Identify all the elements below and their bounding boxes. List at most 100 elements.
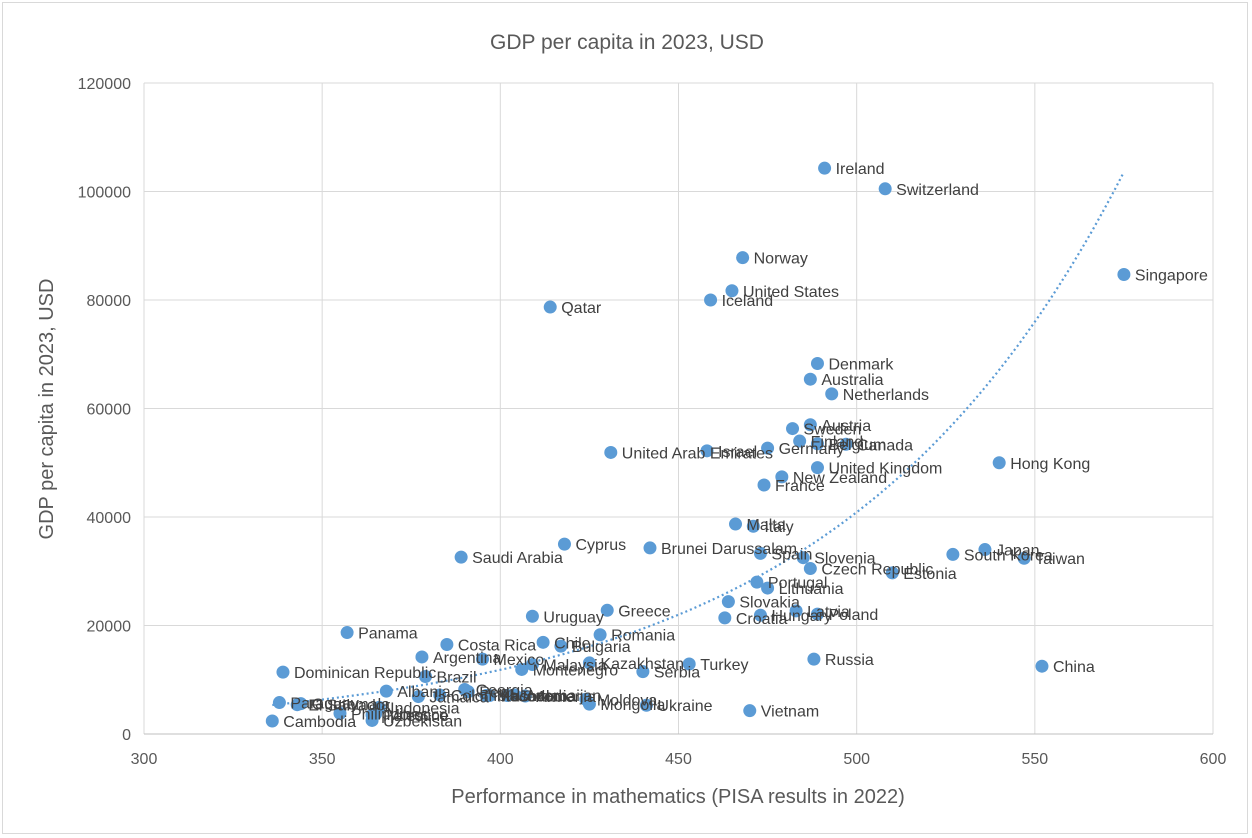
x-tick-label: 450	[665, 751, 692, 768]
data-point	[682, 657, 696, 671]
point-label: Cambodia	[283, 714, 356, 731]
data-points	[265, 161, 1131, 728]
data-point	[554, 639, 568, 653]
point-label: Canada	[857, 437, 913, 454]
point-label: Moldova	[597, 692, 658, 709]
point-label: South Korea	[964, 547, 1053, 564]
data-point	[704, 293, 718, 307]
point-label: Brunei Darussalam	[661, 541, 797, 558]
y-axis-label: GDP per capita in 2023, USD	[36, 279, 58, 540]
point-label: Singapore	[1135, 268, 1208, 285]
point-label: Lithuania	[779, 581, 844, 598]
point-label: United States	[743, 284, 839, 301]
data-point	[265, 714, 279, 728]
point-label: Cyprus	[575, 537, 626, 554]
point-label: Albania	[397, 684, 450, 701]
gridlines	[143, 82, 1214, 735]
point-label: Argentina	[433, 650, 502, 667]
point-label: Italy	[764, 519, 793, 536]
y-tick-label: 120000	[78, 76, 131, 93]
data-point	[525, 609, 539, 623]
data-point	[440, 637, 454, 651]
point-label: Belgium	[828, 437, 886, 454]
data-point	[365, 713, 379, 727]
point-label: Iceland	[722, 293, 774, 310]
data-point	[543, 300, 557, 314]
point-label: Hong Kong	[1010, 456, 1090, 473]
data-point	[725, 284, 739, 298]
point-label: Greece	[618, 603, 671, 620]
point-label: Dominican Republic	[294, 665, 436, 682]
data-point	[810, 356, 824, 370]
data-point	[476, 652, 490, 666]
point-label: Philippines	[351, 706, 428, 723]
point-label: El Salvador	[308, 698, 390, 715]
data-point	[743, 704, 757, 718]
point-label: Brazil	[437, 669, 477, 686]
data-point	[789, 604, 803, 618]
data-point	[272, 696, 286, 710]
data-point	[757, 478, 771, 492]
data-point	[458, 683, 472, 697]
point-label: Malta	[747, 517, 786, 534]
data-point	[276, 665, 290, 679]
point-label: Bulgaria	[572, 639, 631, 656]
data-point	[1017, 551, 1031, 565]
data-point	[721, 595, 735, 609]
data-point	[333, 706, 347, 720]
point-label: Georgia	[476, 683, 533, 700]
data-point	[582, 697, 596, 711]
point-label: Slovenia	[814, 551, 875, 568]
data-point	[885, 566, 899, 580]
point-label: Poland	[828, 607, 878, 624]
point-label: Vietnam	[761, 704, 819, 721]
point-label: Hungary	[771, 608, 831, 625]
point-label: France	[775, 478, 825, 495]
data-point	[411, 690, 425, 704]
point-label: Uzbekistan	[383, 713, 462, 730]
data-point	[750, 575, 764, 589]
x-tick-label: 300	[131, 751, 158, 768]
point-label: Finland	[811, 434, 863, 451]
point-label: Colombia	[451, 688, 519, 705]
data-point	[700, 444, 714, 458]
point-label: Jordan	[518, 688, 567, 705]
point-label: Ukraine	[657, 698, 712, 715]
y-tick-label: 40000	[87, 510, 132, 527]
y-tick-label: 20000	[87, 619, 132, 636]
data-point	[736, 251, 750, 265]
point-label: Serbia	[654, 665, 700, 682]
data-point	[340, 626, 354, 640]
data-point	[761, 441, 775, 455]
point-label: Mexico	[494, 652, 545, 669]
y-tick-label: 0	[122, 727, 131, 744]
point-label: Peru	[479, 685, 513, 702]
chart-title: GDP per capita in 2023, USD	[490, 31, 764, 54]
data-point	[718, 611, 732, 625]
point-label: Guatemala	[312, 697, 390, 714]
y-tick-label: 100000	[78, 185, 131, 202]
axes: 300 350 400 450 500 550 600 0 20000 40000 60000 800…	[78, 76, 1227, 768]
point-label: Spain	[771, 546, 812, 563]
point-label: United Kingdom	[828, 461, 942, 478]
point-label: Macedonia	[497, 688, 575, 705]
data-point	[479, 688, 493, 702]
data-point	[793, 434, 807, 448]
point-label: Panama	[358, 626, 418, 643]
data-point	[557, 537, 571, 551]
point-label: Taiwan	[1035, 551, 1085, 568]
point-label: Denmark	[828, 356, 894, 373]
data-point	[818, 161, 832, 175]
data-point	[803, 562, 817, 576]
point-label: Czech Republic	[821, 562, 933, 579]
point-label: Armenia	[536, 689, 596, 706]
point-label: Qatar	[561, 300, 602, 317]
data-point	[978, 543, 992, 557]
data-point	[1117, 268, 1131, 282]
data-point	[582, 656, 596, 670]
data-point	[508, 688, 522, 702]
x-tick-label: 500	[843, 751, 870, 768]
data-point	[775, 470, 789, 484]
data-point	[753, 546, 767, 560]
point-label: Estonia	[903, 566, 956, 583]
